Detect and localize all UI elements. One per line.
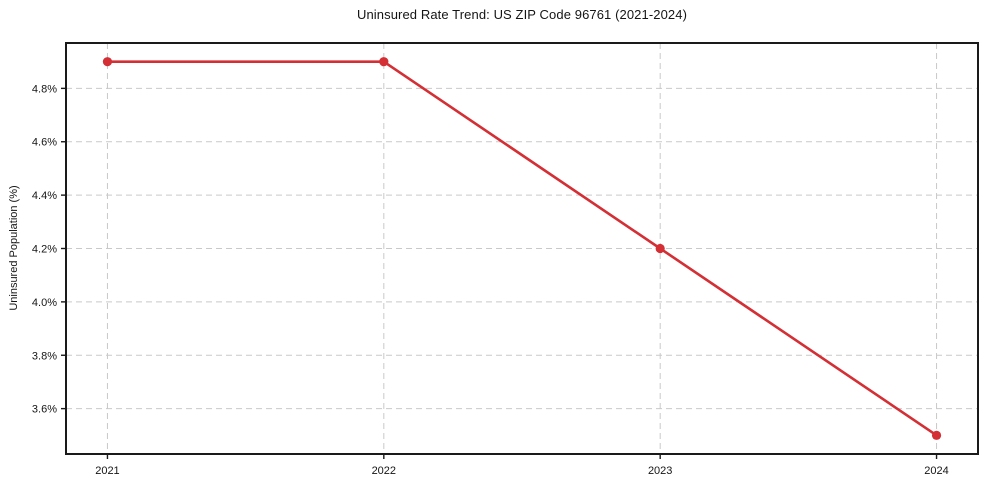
- data-point: [379, 57, 389, 67]
- data-point: [655, 243, 665, 254]
- x-tick-label: 2021: [95, 465, 119, 477]
- y-tick-label: 4.2%: [32, 244, 57, 256]
- chart-title: Uninsured Rate Trend: US ZIP Code 96761 …: [356, 7, 688, 22]
- y-tick-label: 4.4%: [32, 190, 57, 202]
- y-tick-label: 4.8%: [32, 83, 57, 95]
- data-point: [102, 57, 113, 67]
- x-tick-label: 2023: [648, 465, 672, 477]
- y-tick-label: 4.0%: [32, 297, 57, 309]
- y-tick-label: 3.8%: [32, 350, 57, 362]
- data-point: [931, 430, 942, 440]
- y-tick-label: 3.6%: [32, 404, 57, 416]
- x-tick-label: 2024: [924, 465, 948, 477]
- y-tick-label: 4.6%: [32, 137, 57, 149]
- trend-line: [106, 60, 938, 437]
- x-tick-label: 2022: [372, 465, 396, 477]
